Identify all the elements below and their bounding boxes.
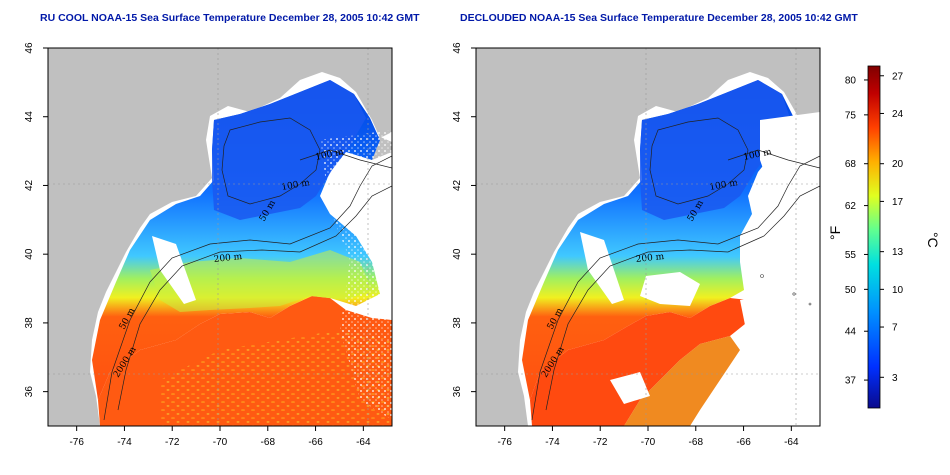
colorbar: 80 75 68 62 55 50 44 37 27 24 20 17 13 10 7 3 °F °C [827,65,941,409]
celsius-tick-label: 20 [892,159,904,170]
contour-label: 100 m [281,178,311,193]
right-lat-tick-label: 44 [452,111,463,123]
left-lat-tick-label: 46 [24,42,35,54]
right-cold-water [640,80,790,220]
right-grid [476,48,820,426]
left-lon-tick-label: -64 [356,437,371,448]
celsius-unit-label: °C [925,232,941,248]
celsius-tick-label: 17 [892,197,904,208]
right-land [476,48,820,426]
contour-label: 100 m [709,178,739,193]
left-lon-tick-label: -74 [117,437,132,448]
right-lat-tick-label: 42 [452,179,463,191]
left-lon-tick-label: -70 [213,437,228,448]
left-axis-tick-labels: -76 -74 -72 -70 -68 -66 -64 36 38 40 42 44 46 [24,42,371,448]
celsius-tick-label: 13 [892,247,904,258]
fahrenheit-tick-label: 68 [845,159,857,170]
fahrenheit-tick-label: 75 [845,110,857,121]
right-lon-tick-label: -72 [593,437,608,448]
left-lat-tick-label: 44 [24,111,35,123]
right-axis-ticks [471,47,792,431]
right-lon-tick-label: -76 [497,437,512,448]
colorbar-celsius-ticks: 27 24 20 17 13 10 7 3 [880,71,904,384]
fahrenheit-tick-label: 44 [845,327,857,338]
fahrenheit-unit-label: °F [827,226,843,240]
right-masked-cloud-areas [580,112,820,426]
left-map: 100 m 100 m 50 m 200 m 50 m 2000 m -76 -7… [24,42,393,448]
right-lon-tick-label: -74 [545,437,560,448]
celsius-tick-label: 7 [892,323,898,334]
left-axis-ticks [43,47,364,431]
left-lat-tick-label: 36 [24,386,35,398]
colorbar-gradient [867,65,881,409]
right-lon-tick-label: -70 [641,437,656,448]
right-map-title: DECLOUDED NOAA-15 Sea Surface Temperatur… [460,12,858,24]
right-warm-water [530,298,750,426]
left-bathymetry-contours [103,117,392,421]
left-land [48,48,392,426]
left-map-title: RU COOL NOAA-15 Sea Surface Temperature … [40,12,420,24]
left-lon-tick-label: -68 [261,437,276,448]
left-grid [48,48,392,426]
celsius-tick-label: 27 [892,71,904,82]
right-lat-tick-label: 36 [452,386,463,398]
right-map: 100 m 100 m 50 m 200 m 50 m 2000 m -76 -7… [452,42,821,448]
celsius-tick-label: 3 [892,373,898,384]
fahrenheit-tick-label: 37 [845,376,857,387]
left-lon-tick-label: -72 [165,437,180,448]
celsius-tick-label: 10 [892,285,904,296]
contour-label: 200 m [213,252,243,265]
right-axis-tick-labels: -76 -74 -72 -70 -68 -66 -64 36 38 40 42 44 46 [452,42,799,448]
right-lon-tick-label: -64 [784,437,799,448]
fahrenheit-tick-label: 50 [845,285,857,296]
right-lon-tick-label: -68 [689,437,704,448]
right-lat-tick-label: 40 [452,248,463,260]
left-lon-tick-label: -66 [308,437,323,448]
right-lat-tick-label: 38 [452,317,463,329]
left-cloud-speckle [320,130,392,420]
colorbar-fahrenheit-ticks: 80 75 68 62 55 50 44 37 [845,75,868,387]
fahrenheit-tick-label: 80 [845,75,857,86]
left-cold-water [212,80,366,220]
left-lon-tick-label: -76 [69,437,84,448]
right-lon-tick-label: -66 [736,437,751,448]
left-lat-tick-label: 38 [24,317,35,329]
contour-label: 200 m [635,252,665,265]
left-lat-tick-label: 42 [24,179,35,191]
celsius-tick-label: 24 [892,109,904,120]
left-lat-tick-label: 40 [24,248,35,260]
right-lat-tick-label: 46 [452,42,463,54]
fahrenheit-tick-label: 55 [845,250,857,261]
fahrenheit-tick-label: 62 [845,201,857,212]
